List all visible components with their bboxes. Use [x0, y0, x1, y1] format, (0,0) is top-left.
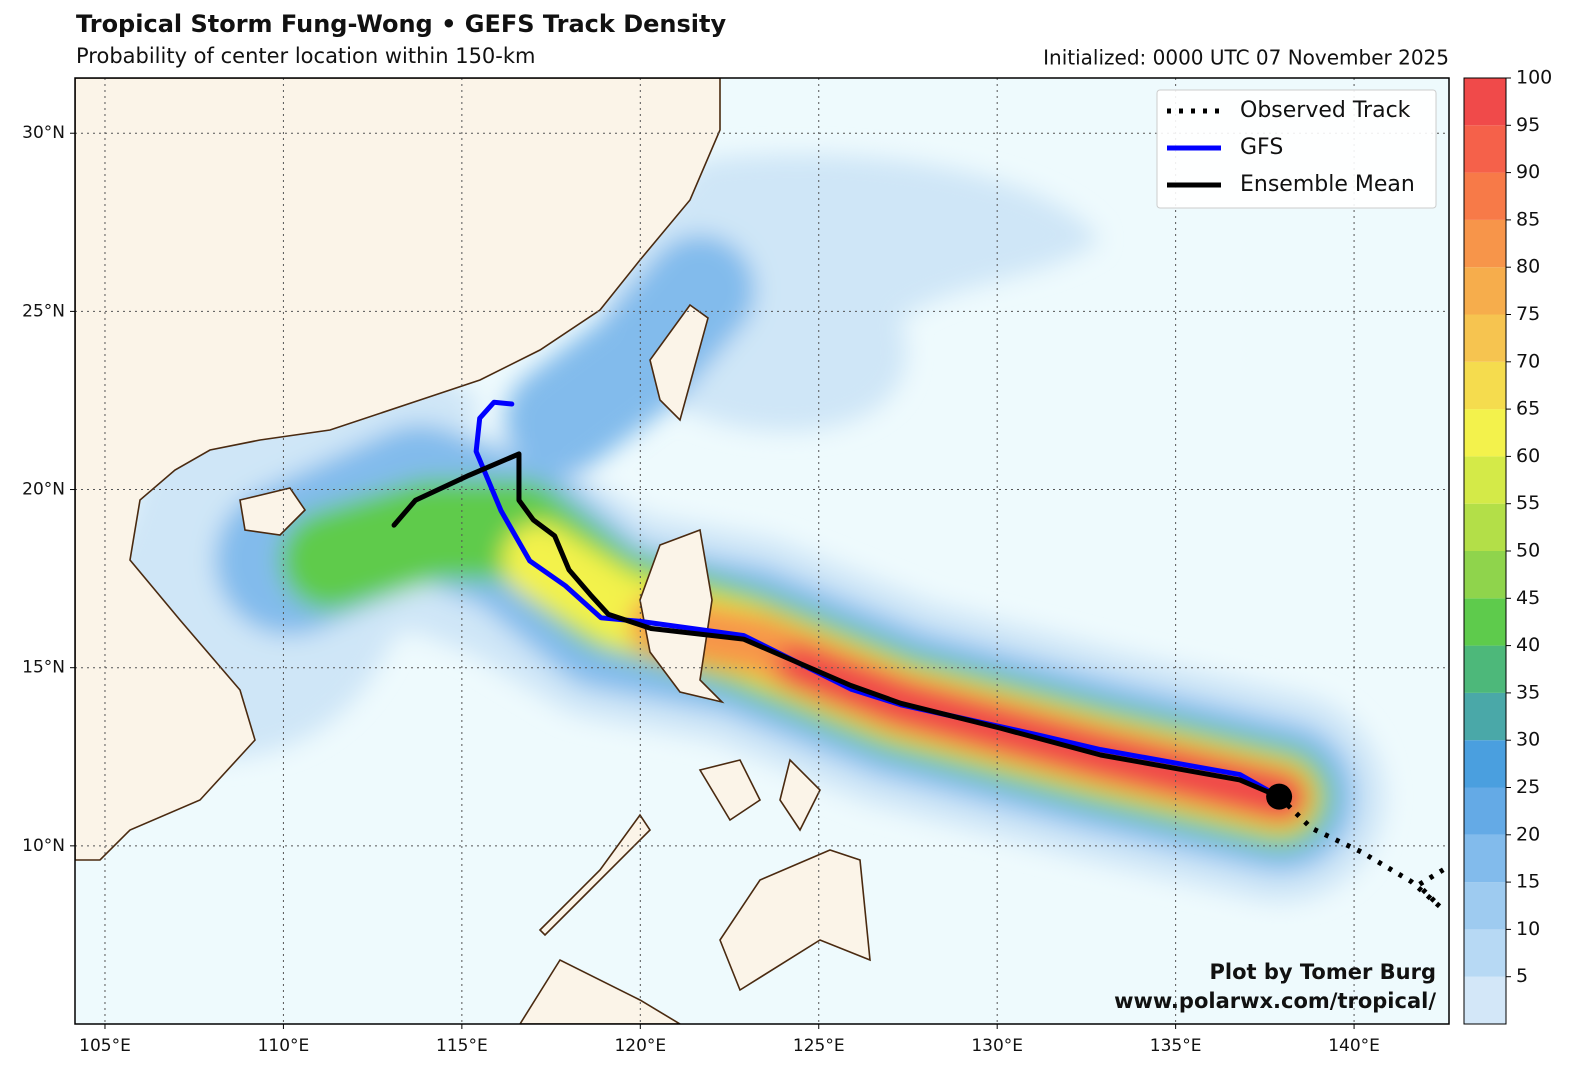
colorbar-band — [1464, 267, 1506, 315]
colorbar-tick-label: 75 — [1516, 303, 1540, 325]
colorbar-tick-label: 45 — [1516, 587, 1540, 609]
colorbar-tick-label: 100 — [1516, 67, 1552, 89]
colorbar-tick-label: 70 — [1516, 350, 1540, 372]
legend-label: Observed Track — [1240, 98, 1411, 123]
colorbar-tick-label: 60 — [1516, 445, 1540, 467]
y-tick-label: 15°N — [22, 658, 65, 678]
credit-url: www.polarwx.com/tropical/ — [1114, 989, 1436, 1013]
x-tick-label: 115°E — [436, 1036, 488, 1056]
colorbar: 5 10 15 20 25 30 35 40 45 50 55 60 65 70 75 80 85 90 95 100 — [1463, 67, 1552, 1025]
y-tick-label: 10°N — [22, 836, 65, 856]
colorbar-band — [1464, 78, 1506, 126]
colorbar-band — [1464, 692, 1506, 741]
colorbar-band — [1464, 551, 1506, 599]
y-tick-label: 20°N — [22, 480, 65, 500]
x-tick-label: 105°E — [79, 1036, 131, 1056]
init-label: Initialized: 0000 UTC 07 November 2025 — [1043, 46, 1449, 70]
tracks — [391, 399, 1445, 909]
colorbar-tick-label: 80 — [1516, 256, 1540, 278]
colorbar-tick-label: 40 — [1516, 634, 1540, 656]
plot-frame — [74, 77, 1450, 1025]
colorbar-tick-label: 50 — [1516, 540, 1540, 562]
y-tick-label: 25°N — [22, 301, 65, 321]
colorbar-tick-label: 65 — [1516, 398, 1540, 420]
colorbar-band — [1464, 598, 1506, 646]
colorbar-tick-label: 15 — [1516, 871, 1540, 893]
colorbar-band — [1464, 172, 1506, 220]
colorbar-band — [1464, 125, 1506, 173]
colorbar-band — [1464, 882, 1506, 930]
colorbar-tick-label: 5 — [1516, 965, 1528, 987]
colorbar-tick-label: 90 — [1516, 161, 1540, 183]
legend-label: Ensemble Mean — [1240, 172, 1415, 197]
x-tick-label: 125°E — [793, 1036, 845, 1056]
colorbar-tick-label: 25 — [1516, 776, 1540, 798]
x-tick-label: 135°E — [1150, 1036, 1202, 1056]
colorbar-band — [1464, 409, 1506, 457]
y-tick-label: 30°N — [22, 123, 65, 143]
land — [75, 78, 871, 1024]
colorbar-band — [1464, 787, 1506, 835]
colorbar-band — [1464, 976, 1506, 1024]
legend-box — [1156, 89, 1437, 209]
colorbar-tick-label: 35 — [1516, 681, 1540, 703]
colorbar-band — [1464, 740, 1506, 788]
track-line — [1277, 794, 1445, 909]
current-position — [1266, 783, 1293, 810]
colorbar-band — [1464, 503, 1506, 551]
legend: Observed Track GFS Ensemble Mean — [1156, 89, 1437, 209]
credit: Plot by Tomer Burg — [1210, 960, 1437, 984]
colorbar-tick-label: 55 — [1516, 492, 1540, 514]
colorbar-tick-label: 85 — [1516, 208, 1540, 230]
colorbar-band — [1464, 456, 1506, 504]
colorbar-tick-label: 95 — [1516, 114, 1540, 136]
colorbar-band — [1464, 929, 1506, 977]
track-line — [391, 451, 1282, 800]
legend-items: Observed Track GFS Ensemble Mean — [1167, 98, 1415, 197]
colorbar-tick-label: 10 — [1516, 918, 1540, 940]
x-tick-label: 130°E — [971, 1036, 1023, 1056]
subtitle: Probability of center location within 15… — [76, 44, 536, 68]
x-tick-label: 120°E — [614, 1036, 666, 1056]
x-tick-label: 140°E — [1328, 1036, 1380, 1056]
title: Tropical Storm Fung-Wong • GEFS Track De… — [76, 10, 726, 38]
colorbar-band — [1464, 834, 1506, 883]
colorbar-band — [1464, 361, 1506, 410]
grid — [75, 78, 1449, 1024]
plot-area — [75, 78, 1449, 1024]
colorbar-band — [1464, 314, 1506, 362]
colorbar-band — [1464, 219, 1506, 268]
x-tick-label: 110°E — [258, 1036, 310, 1056]
colorbar-band — [1464, 645, 1506, 693]
legend-label: GFS — [1240, 135, 1283, 160]
colorbar-tick-label: 20 — [1516, 823, 1540, 845]
colorbar-tick-label: 30 — [1516, 729, 1540, 751]
